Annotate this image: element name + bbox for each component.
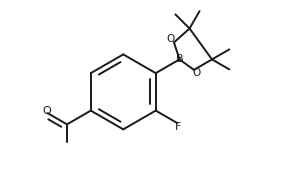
Text: O: O [192, 68, 201, 78]
Text: B: B [176, 54, 183, 64]
Text: O: O [42, 106, 51, 116]
Text: O: O [167, 34, 175, 44]
Text: F: F [175, 122, 181, 132]
